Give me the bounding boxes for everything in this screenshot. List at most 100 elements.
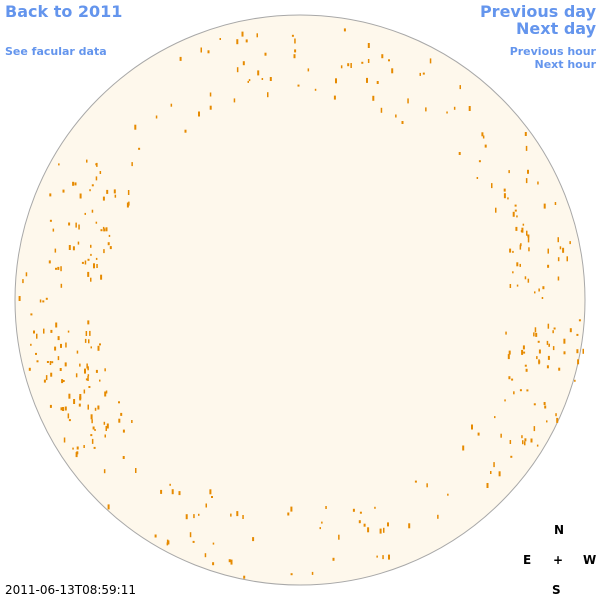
facular-link[interactable]: See facular data	[5, 45, 107, 58]
speck	[160, 489, 163, 494]
speck	[264, 52, 267, 56]
speck	[543, 402, 546, 405]
speck	[50, 329, 53, 333]
speck	[104, 391, 107, 397]
speck	[546, 420, 548, 423]
speck	[519, 389, 522, 392]
speck	[245, 39, 248, 43]
speck	[554, 202, 557, 205]
compass-north: N	[554, 523, 565, 537]
speck	[25, 272, 28, 277]
speck	[87, 320, 90, 325]
speck	[36, 360, 39, 363]
speck	[230, 513, 232, 517]
back-link[interactable]: Back to 2011	[5, 2, 123, 21]
speck	[521, 435, 523, 439]
speck	[89, 189, 91, 192]
speck	[242, 61, 245, 66]
speck	[99, 171, 102, 174]
speck	[508, 350, 511, 355]
speck	[533, 332, 535, 337]
speck	[350, 63, 352, 68]
speck	[67, 330, 70, 333]
speck	[60, 266, 62, 272]
facular-specks	[18, 28, 584, 579]
speck	[380, 107, 383, 113]
speck	[68, 222, 71, 226]
speck	[537, 181, 539, 185]
speck	[104, 434, 106, 438]
speck	[207, 50, 210, 54]
speck	[533, 403, 536, 406]
speck	[58, 163, 60, 166]
speck	[61, 379, 64, 384]
speck	[67, 413, 70, 419]
speck	[311, 571, 314, 575]
speck	[347, 63, 350, 67]
speck	[508, 170, 510, 174]
speck	[85, 331, 88, 336]
speck	[558, 367, 561, 371]
speck	[533, 426, 536, 432]
speck	[131, 162, 133, 167]
speck	[68, 419, 71, 422]
speck	[60, 283, 63, 288]
next-day-link[interactable]: Next day	[516, 19, 596, 38]
speck	[512, 271, 514, 274]
speck	[437, 514, 439, 519]
speck	[204, 553, 207, 558]
speck	[387, 522, 389, 527]
speck	[48, 260, 51, 264]
speck	[530, 438, 533, 443]
speck	[569, 241, 571, 245]
speck	[86, 159, 88, 163]
speck	[269, 77, 272, 81]
speck	[552, 346, 555, 351]
speck	[54, 346, 57, 351]
speck	[536, 444, 539, 447]
speck	[478, 160, 481, 163]
speck	[99, 343, 101, 346]
speck	[426, 483, 428, 488]
speck	[526, 230, 528, 236]
speck	[459, 85, 461, 90]
speck	[76, 446, 79, 450]
speck	[198, 513, 200, 516]
speck	[325, 506, 327, 509]
speck	[103, 469, 106, 474]
speck	[230, 559, 233, 565]
speck	[169, 483, 171, 486]
speck	[108, 234, 111, 237]
speck	[503, 188, 506, 192]
speck	[75, 373, 78, 378]
speck	[170, 103, 173, 107]
next-hour-link[interactable]: Next hour	[534, 58, 597, 71]
speck	[65, 342, 67, 348]
speck	[178, 491, 181, 496]
speck	[87, 258, 90, 261]
speck	[49, 404, 52, 408]
speck	[228, 559, 231, 563]
speck	[361, 61, 364, 64]
speck	[476, 177, 479, 179]
speck	[90, 277, 92, 282]
speck	[212, 542, 215, 545]
speck	[494, 416, 496, 419]
speck	[205, 503, 207, 508]
speck	[79, 193, 82, 199]
speck	[68, 245, 71, 250]
speck	[84, 338, 87, 343]
speck	[290, 573, 293, 576]
speck	[84, 212, 86, 215]
speck	[60, 407, 63, 411]
speck	[138, 147, 141, 150]
previous-hour-link[interactable]: Previous hour	[509, 45, 596, 58]
speck	[525, 178, 528, 184]
speck	[293, 54, 296, 59]
speck	[367, 59, 370, 63]
speck	[102, 196, 105, 201]
speck	[51, 361, 54, 364]
speck	[562, 247, 565, 253]
speck	[509, 440, 512, 444]
previous-day-link[interactable]: Previous day	[479, 2, 596, 21]
